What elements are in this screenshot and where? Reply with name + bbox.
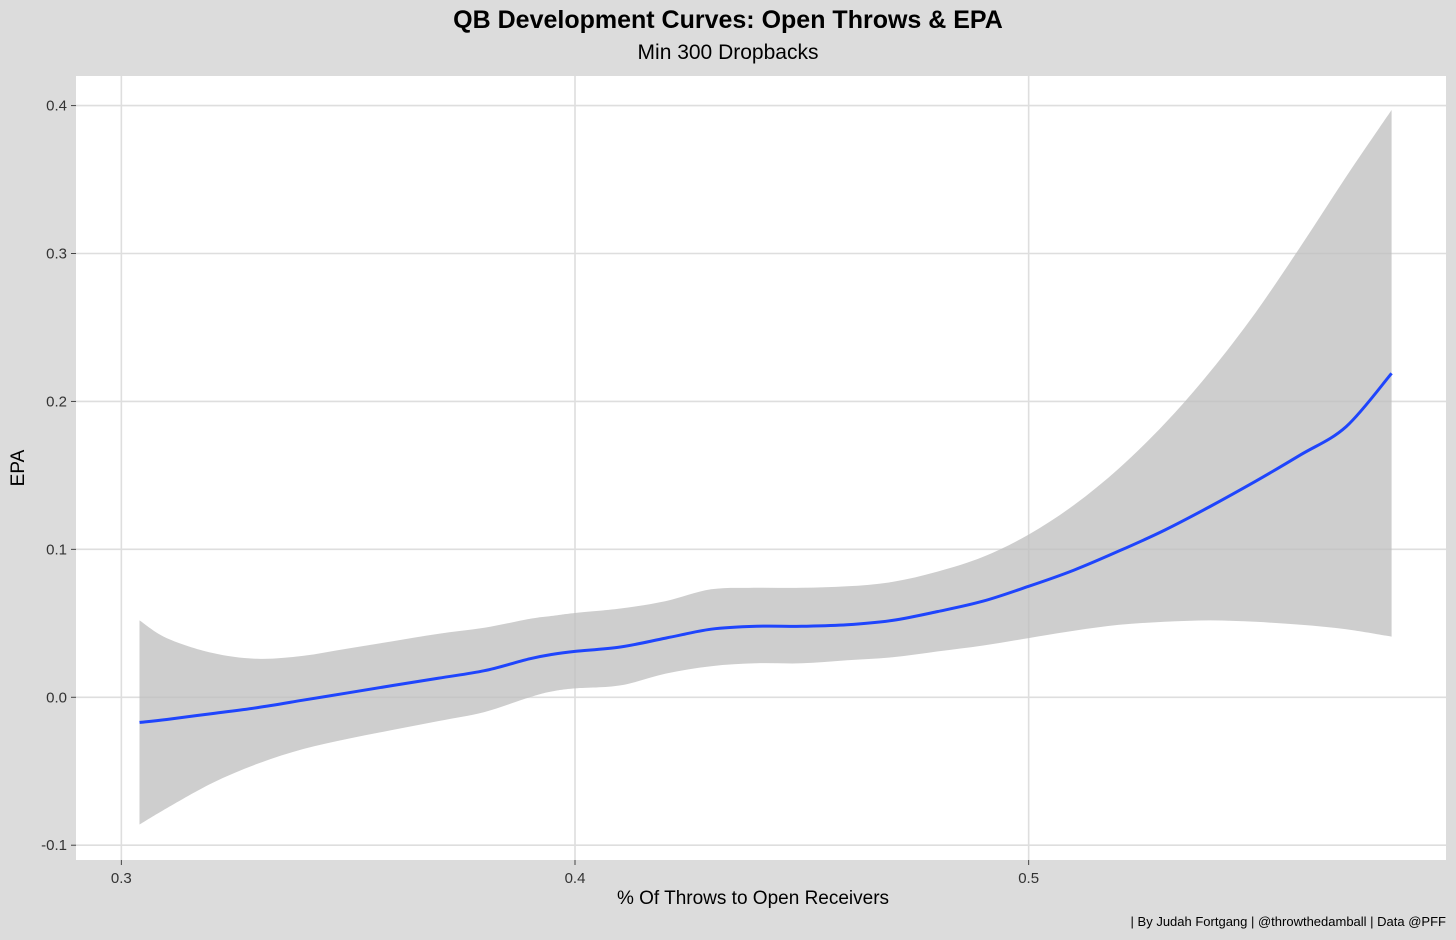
smooth-line (139, 372, 1393, 724)
grid-layer (76, 76, 1446, 860)
x-axis-label: % Of Throws to Open Receivers (617, 888, 889, 909)
y-tick-label: 0.2 (46, 393, 67, 410)
chart-title: QB Development Curves: Open Throws & EPA (453, 6, 1003, 34)
chart-subtitle: Min 300 Dropbacks (637, 41, 819, 64)
chart-caption: | By Judah Fortgang | @throwthedamball |… (1130, 914, 1446, 929)
x-tick-label: 0.5 (1018, 870, 1039, 887)
axis-ticks: -0.1 0.0 0.1 0.2 0.3 0.4 0.3 0.4 0.5 (41, 98, 1039, 887)
confidence-band (139, 110, 1392, 825)
y-tick-label: 0.1 (46, 541, 67, 558)
y-axis-label: EPA (8, 449, 29, 486)
y-tick-label: -0.1 (41, 837, 67, 854)
y-tick-label: 0.0 (46, 689, 67, 706)
y-tick-label: 0.4 (46, 98, 67, 115)
y-tick-label: 0.3 (46, 246, 67, 263)
x-tick-label: 0.4 (565, 870, 586, 887)
x-tick-label: 0.3 (111, 870, 132, 887)
